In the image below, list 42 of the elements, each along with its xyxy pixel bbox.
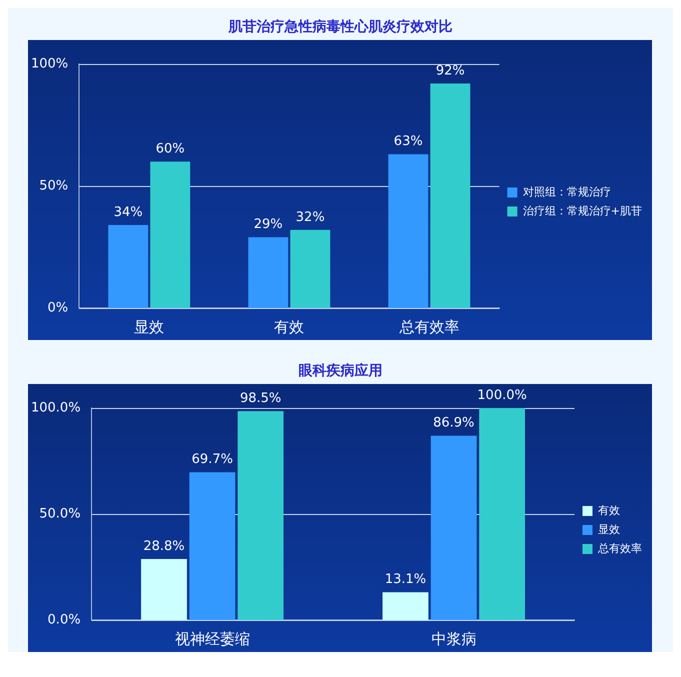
x-tick-label: 有效 [274, 318, 304, 336]
legend-label: 显效 [598, 522, 620, 536]
bar [430, 436, 477, 620]
bar [189, 472, 236, 620]
data-label: 34% [114, 204, 143, 220]
y-tick-label: 50% [39, 178, 68, 194]
y-tick-label: 0% [48, 300, 68, 316]
bar [108, 225, 148, 308]
legend-label: 有效 [598, 504, 620, 517]
y-tick-label: 0.0% [48, 612, 81, 628]
x-tick-label: 中浆病 [431, 630, 476, 648]
x-tick-label: 总有效率 [398, 318, 460, 336]
y-tick-label: 50.0% [39, 506, 81, 522]
bar [248, 237, 288, 308]
x-tick-label: 视神经萎缩 [174, 630, 250, 648]
data-label: 13.1% [384, 572, 426, 588]
bar [388, 154, 428, 308]
y-tick-label: 100% [30, 56, 68, 72]
legend-label: 治疗组：常规治疗+肌苷 [522, 204, 642, 218]
data-label: 86.9% [433, 416, 474, 431]
x-tick-label: 显效 [134, 318, 164, 336]
data-label: 60% [156, 141, 185, 156]
chart-title: 眼科疾病应用 [298, 362, 384, 381]
bar [150, 162, 190, 308]
data-label: 69.7% [192, 452, 233, 468]
data-label: 32% [296, 210, 325, 225]
legend-label: 总有效率 [597, 542, 642, 555]
y-tick-label: 100.0% [30, 400, 81, 416]
bar [141, 558, 187, 620]
bar [430, 84, 470, 308]
data-label: 100.0% [477, 388, 527, 403]
bar [238, 411, 284, 620]
data-label: 92% [436, 63, 465, 78]
data-label: 29% [254, 217, 283, 232]
data-label: 63% [394, 134, 423, 150]
legend-label: 对照组：常规治疗 [522, 185, 611, 198]
data-label: 98.5% [240, 391, 282, 406]
bar [479, 408, 525, 620]
bar [382, 592, 428, 620]
bar [290, 230, 330, 308]
data-label: 28.8% [143, 538, 185, 554]
chart-title: 肌苷治疗急性病毒性心肌炎疗效对比 [227, 18, 454, 37]
